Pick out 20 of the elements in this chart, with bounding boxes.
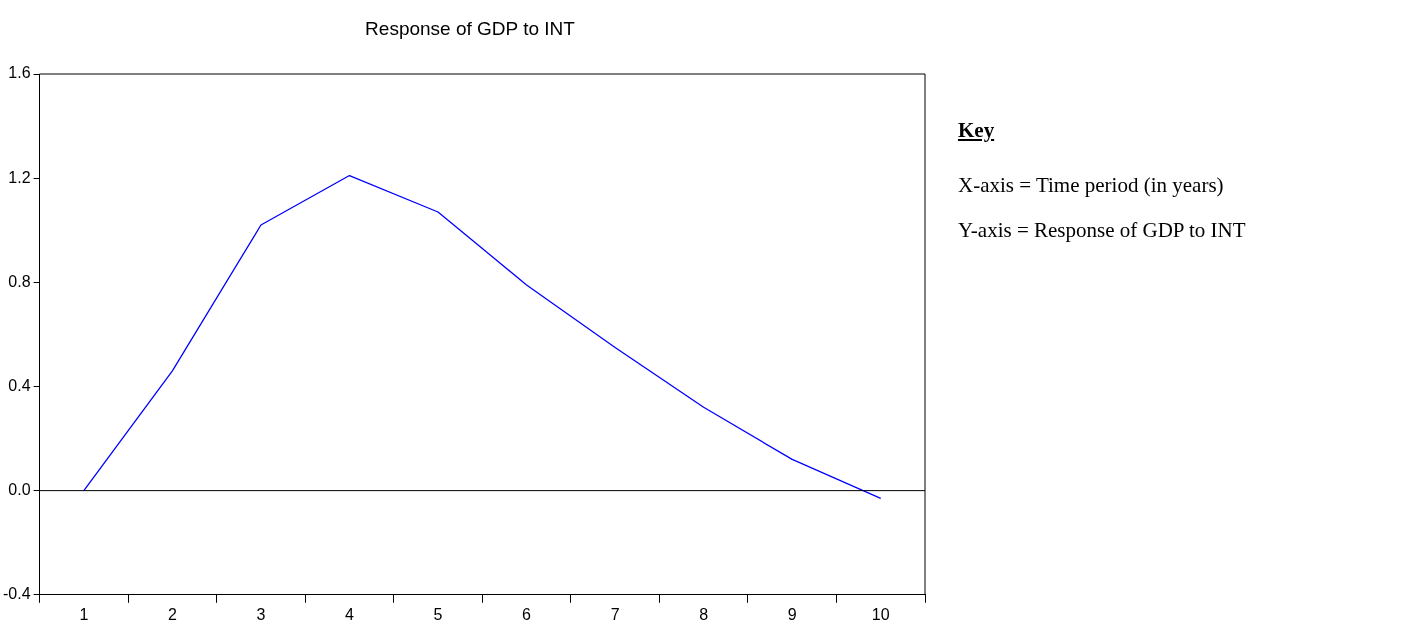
text: X-axis = Time period (in years)	[958, 173, 1225, 198]
x-tick-label: 5	[433, 605, 443, 623]
x-tick-label: 10	[871, 605, 890, 623]
y-tick-label: 1.6	[8, 64, 31, 82]
x-tick-label: 8	[699, 605, 709, 623]
y-tick-label: -0.4	[2, 585, 31, 603]
x-tick-label: 3	[256, 605, 266, 623]
chart-title: Response of GDP to INT	[364, 18, 576, 40]
x-tick-label: 7	[610, 605, 620, 623]
text: Key	[958, 118, 996, 143]
y-tick-label: 0.4	[8, 376, 31, 394]
x-tick-label: 6	[522, 605, 532, 623]
x-tick-label: 4	[345, 605, 355, 623]
text: Y-axis = Response of GDP to INT	[958, 218, 1247, 243]
x-tick-label: 2	[167, 605, 177, 623]
x-tick-label: 9	[787, 605, 797, 623]
x-tick-label: 1	[79, 605, 89, 623]
y-tick-label: 1.2	[8, 168, 31, 186]
y-tick-label: 0.0	[8, 481, 31, 499]
y-tick-label: 0.8	[8, 272, 31, 290]
